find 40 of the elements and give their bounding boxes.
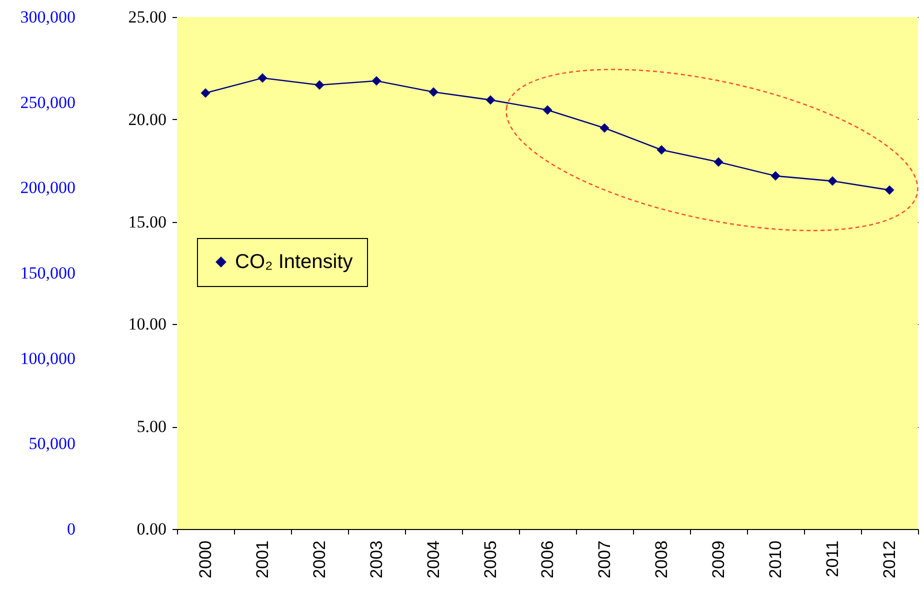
x-tick-label: 2011 (823, 540, 842, 578)
y2-tick-label: 100,000 (20, 348, 76, 368)
x-tick-label: 2007 (595, 540, 614, 578)
y2-tick-label: 200,000 (20, 178, 76, 198)
x-tick-label: 2005 (481, 540, 500, 578)
y2-tick-label: 250,000 (20, 92, 76, 112)
y-tick-label: 20.00 (128, 110, 166, 129)
point (372, 76, 382, 86)
x-tick-label: 2008 (652, 540, 671, 578)
y2-tick-label: 50,000 (28, 434, 76, 454)
y-tick-label: 15.00 (128, 212, 166, 232)
point (656, 145, 666, 155)
point (486, 95, 496, 105)
x-tick-label: 2002 (310, 540, 329, 578)
y-tick-label: 0.00 (136, 520, 166, 538)
x-tick-label: 2000 (196, 540, 215, 578)
y2-tick-label: 150,000 (20, 264, 76, 282)
point (542, 105, 552, 115)
point (200, 88, 210, 98)
y2-tick-label: 0 (67, 520, 76, 538)
x-tick-label: 2004 (424, 540, 443, 578)
x-tick-label: 2003 (367, 540, 386, 578)
y-tick-label: 10.00 (128, 314, 166, 334)
x-tick-label: 2009 (709, 540, 728, 578)
x-tick-label: 2010 (766, 540, 785, 578)
point (428, 87, 438, 97)
point (770, 171, 780, 181)
legend-label: CO₂ Intensity (235, 251, 353, 273)
x-tick-label: 2006 (538, 540, 557, 578)
point (884, 185, 894, 195)
point (258, 73, 268, 83)
x-tick-label: 2012 (880, 540, 899, 578)
x-tick-label: 2001 (253, 540, 272, 578)
point (314, 80, 324, 90)
point (828, 176, 838, 186)
point (714, 157, 724, 167)
point (600, 123, 610, 133)
y-tick-label: 25.00 (128, 8, 166, 26)
y-tick-label: 5.00 (136, 417, 166, 436)
y2-tick-label: 300,000 (20, 8, 76, 26)
